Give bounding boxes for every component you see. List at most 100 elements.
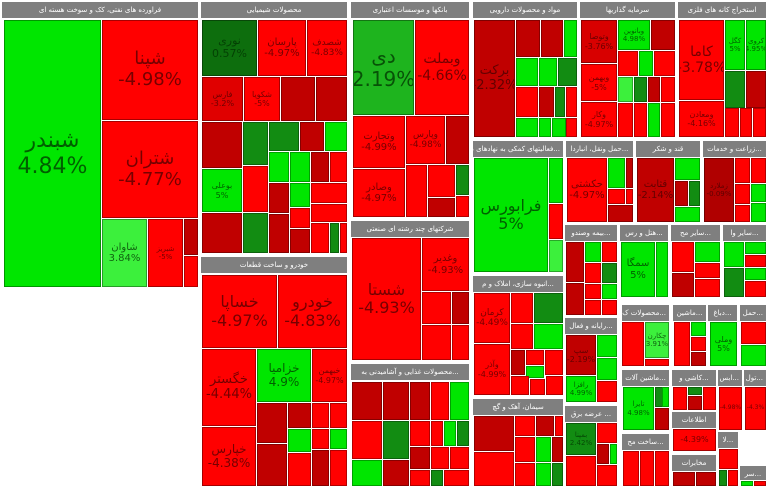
stock-tile[interactable] <box>450 447 469 469</box>
stock-tile[interactable] <box>661 103 675 137</box>
stock-tile[interactable] <box>184 256 198 287</box>
stock-tile[interactable] <box>597 381 617 402</box>
stock-tile[interactable] <box>546 376 563 395</box>
stock-tile[interactable]: وآذر -4.99% <box>474 344 510 395</box>
stock-tile[interactable] <box>555 416 563 436</box>
stock-tile[interactable]: وبملت -4.66% <box>415 20 469 115</box>
stock-tile[interactable] <box>534 324 563 349</box>
stock-tile[interactable] <box>511 376 529 395</box>
stock-tile[interactable]: شکویا -5% <box>244 77 280 121</box>
sector-header[interactable]: بانکها و موسسات اعتباری <box>351 2 469 18</box>
stock-tile[interactable] <box>618 51 638 76</box>
stock-tile[interactable]: شستا -4.93% <box>352 238 421 360</box>
stock-tile[interactable] <box>456 165 469 195</box>
stock-tile[interactable] <box>725 108 739 137</box>
stock-tile[interactable] <box>288 453 311 486</box>
stock-tile[interactable] <box>474 452 514 486</box>
stock-tile[interactable]: چکارن 3.91% <box>645 322 669 358</box>
stock-tile[interactable]: کاما -3.78% <box>679 20 724 100</box>
stock-tile[interactable] <box>754 481 766 486</box>
stock-tile[interactable] <box>526 366 544 378</box>
stock-tile[interactable]: شبندر 4.84% <box>4 20 101 287</box>
stock-tile[interactable] <box>290 229 310 253</box>
stock-tile[interactable]: وپارس -4.98% <box>406 116 445 164</box>
stock-tile[interactable] <box>330 152 347 182</box>
stock-tile[interactable] <box>312 429 329 449</box>
stock-tile[interactable] <box>735 184 750 204</box>
stock-tile[interactable]: بوعلی 5% <box>202 169 242 212</box>
stock-tile[interactable] <box>566 456 596 486</box>
stock-tile[interactable] <box>745 255 766 267</box>
stock-tile[interactable] <box>383 382 409 420</box>
stock-tile[interactable] <box>515 463 535 486</box>
stock-tile[interactable]: برکت-2.32% <box>474 20 515 137</box>
sector-header[interactable]: ...زراعت و خدمات <box>703 141 766 157</box>
sector-header[interactable]: ...ساخت مح <box>622 434 669 450</box>
stock-tile[interactable]: خبهمن -4.97% <box>312 349 347 402</box>
stock-tile[interactable] <box>257 444 287 486</box>
sector-header[interactable]: ...لا <box>718 432 738 448</box>
stock-tile[interactable] <box>311 183 347 203</box>
stock-tile[interactable] <box>383 460 409 486</box>
stock-tile[interactable] <box>202 122 242 168</box>
stock-tile[interactable] <box>511 324 533 349</box>
stock-tile[interactable] <box>703 387 716 410</box>
stock-tile[interactable] <box>552 118 566 137</box>
stock-tile[interactable] <box>688 387 702 395</box>
stock-tile[interactable]: نوری 0.57% <box>202 20 257 76</box>
stock-tile[interactable] <box>675 181 688 206</box>
stock-tile[interactable] <box>269 183 289 213</box>
stock-tile[interactable] <box>352 421 382 459</box>
stock-tile[interactable] <box>634 77 647 102</box>
sector-header[interactable]: ...ماشین <box>673 305 706 321</box>
stock-tile[interactable] <box>511 293 533 323</box>
stock-tile[interactable]: رافزا 4.99% <box>566 376 596 402</box>
sector-header[interactable]: سیمان، آهک و گچ <box>473 399 563 415</box>
stock-tile[interactable] <box>675 207 700 222</box>
stock-tile[interactable] <box>661 77 675 102</box>
stock-tile[interactable] <box>634 103 647 137</box>
stock-tile[interactable] <box>696 472 716 486</box>
stock-tile[interactable] <box>410 382 430 420</box>
stock-tile[interactable]: سمگا 5% <box>621 242 655 297</box>
stock-tile[interactable] <box>515 416 535 436</box>
stock-tile[interactable] <box>257 403 287 443</box>
stock-tile[interactable] <box>352 460 382 486</box>
stock-tile[interactable] <box>695 279 720 297</box>
stock-tile[interactable] <box>428 165 455 197</box>
stock-tile[interactable] <box>639 51 653 76</box>
stock-tile[interactable] <box>724 268 744 297</box>
stock-tile[interactable] <box>410 421 430 446</box>
stock-tile[interactable] <box>330 429 347 449</box>
stock-tile[interactable] <box>340 223 347 253</box>
stock-tile[interactable] <box>549 204 563 239</box>
stock-tile[interactable] <box>602 242 617 262</box>
stock-tile[interactable] <box>536 463 551 486</box>
stock-tile[interactable]: وبانوین 4.98% <box>618 20 650 50</box>
sector-header[interactable]: خودرو و ساخت قطعات <box>201 257 347 273</box>
stock-tile[interactable] <box>740 108 752 137</box>
stock-tile[interactable] <box>753 108 766 137</box>
sector-header[interactable]: ...سر <box>740 466 766 480</box>
stock-tile[interactable] <box>281 77 315 121</box>
stock-tile[interactable] <box>673 387 687 410</box>
stock-tile[interactable] <box>516 58 538 86</box>
stock-tile[interactable] <box>330 450 347 486</box>
stock-tile[interactable] <box>751 158 766 183</box>
stock-tile[interactable] <box>431 421 443 446</box>
stock-tile[interactable] <box>654 51 675 76</box>
sector-header[interactable]: ...انبوه سازی، املاک و م <box>473 276 563 292</box>
stock-tile[interactable] <box>695 242 720 262</box>
sector-header[interactable]: اطلاعات <box>672 412 716 428</box>
stock-tile[interactable] <box>300 122 324 151</box>
sector-header[interactable]: ...ابس <box>718 370 742 386</box>
stock-tile[interactable]: زملارد -0.09% <box>704 158 734 222</box>
stock-tile[interactable]: کگل 5% <box>725 20 745 70</box>
sector-header[interactable]: ...هتل و رس <box>620 225 668 241</box>
stock-tile[interactable] <box>515 437 535 462</box>
sector-header[interactable]: مواد و محصولات دارویی <box>473 2 577 18</box>
stock-tile[interactable]: وتجارت -4.99% <box>353 116 405 168</box>
stock-tile[interactable] <box>269 152 289 182</box>
stock-tile[interactable] <box>597 335 617 357</box>
stock-tile[interactable] <box>290 152 310 182</box>
